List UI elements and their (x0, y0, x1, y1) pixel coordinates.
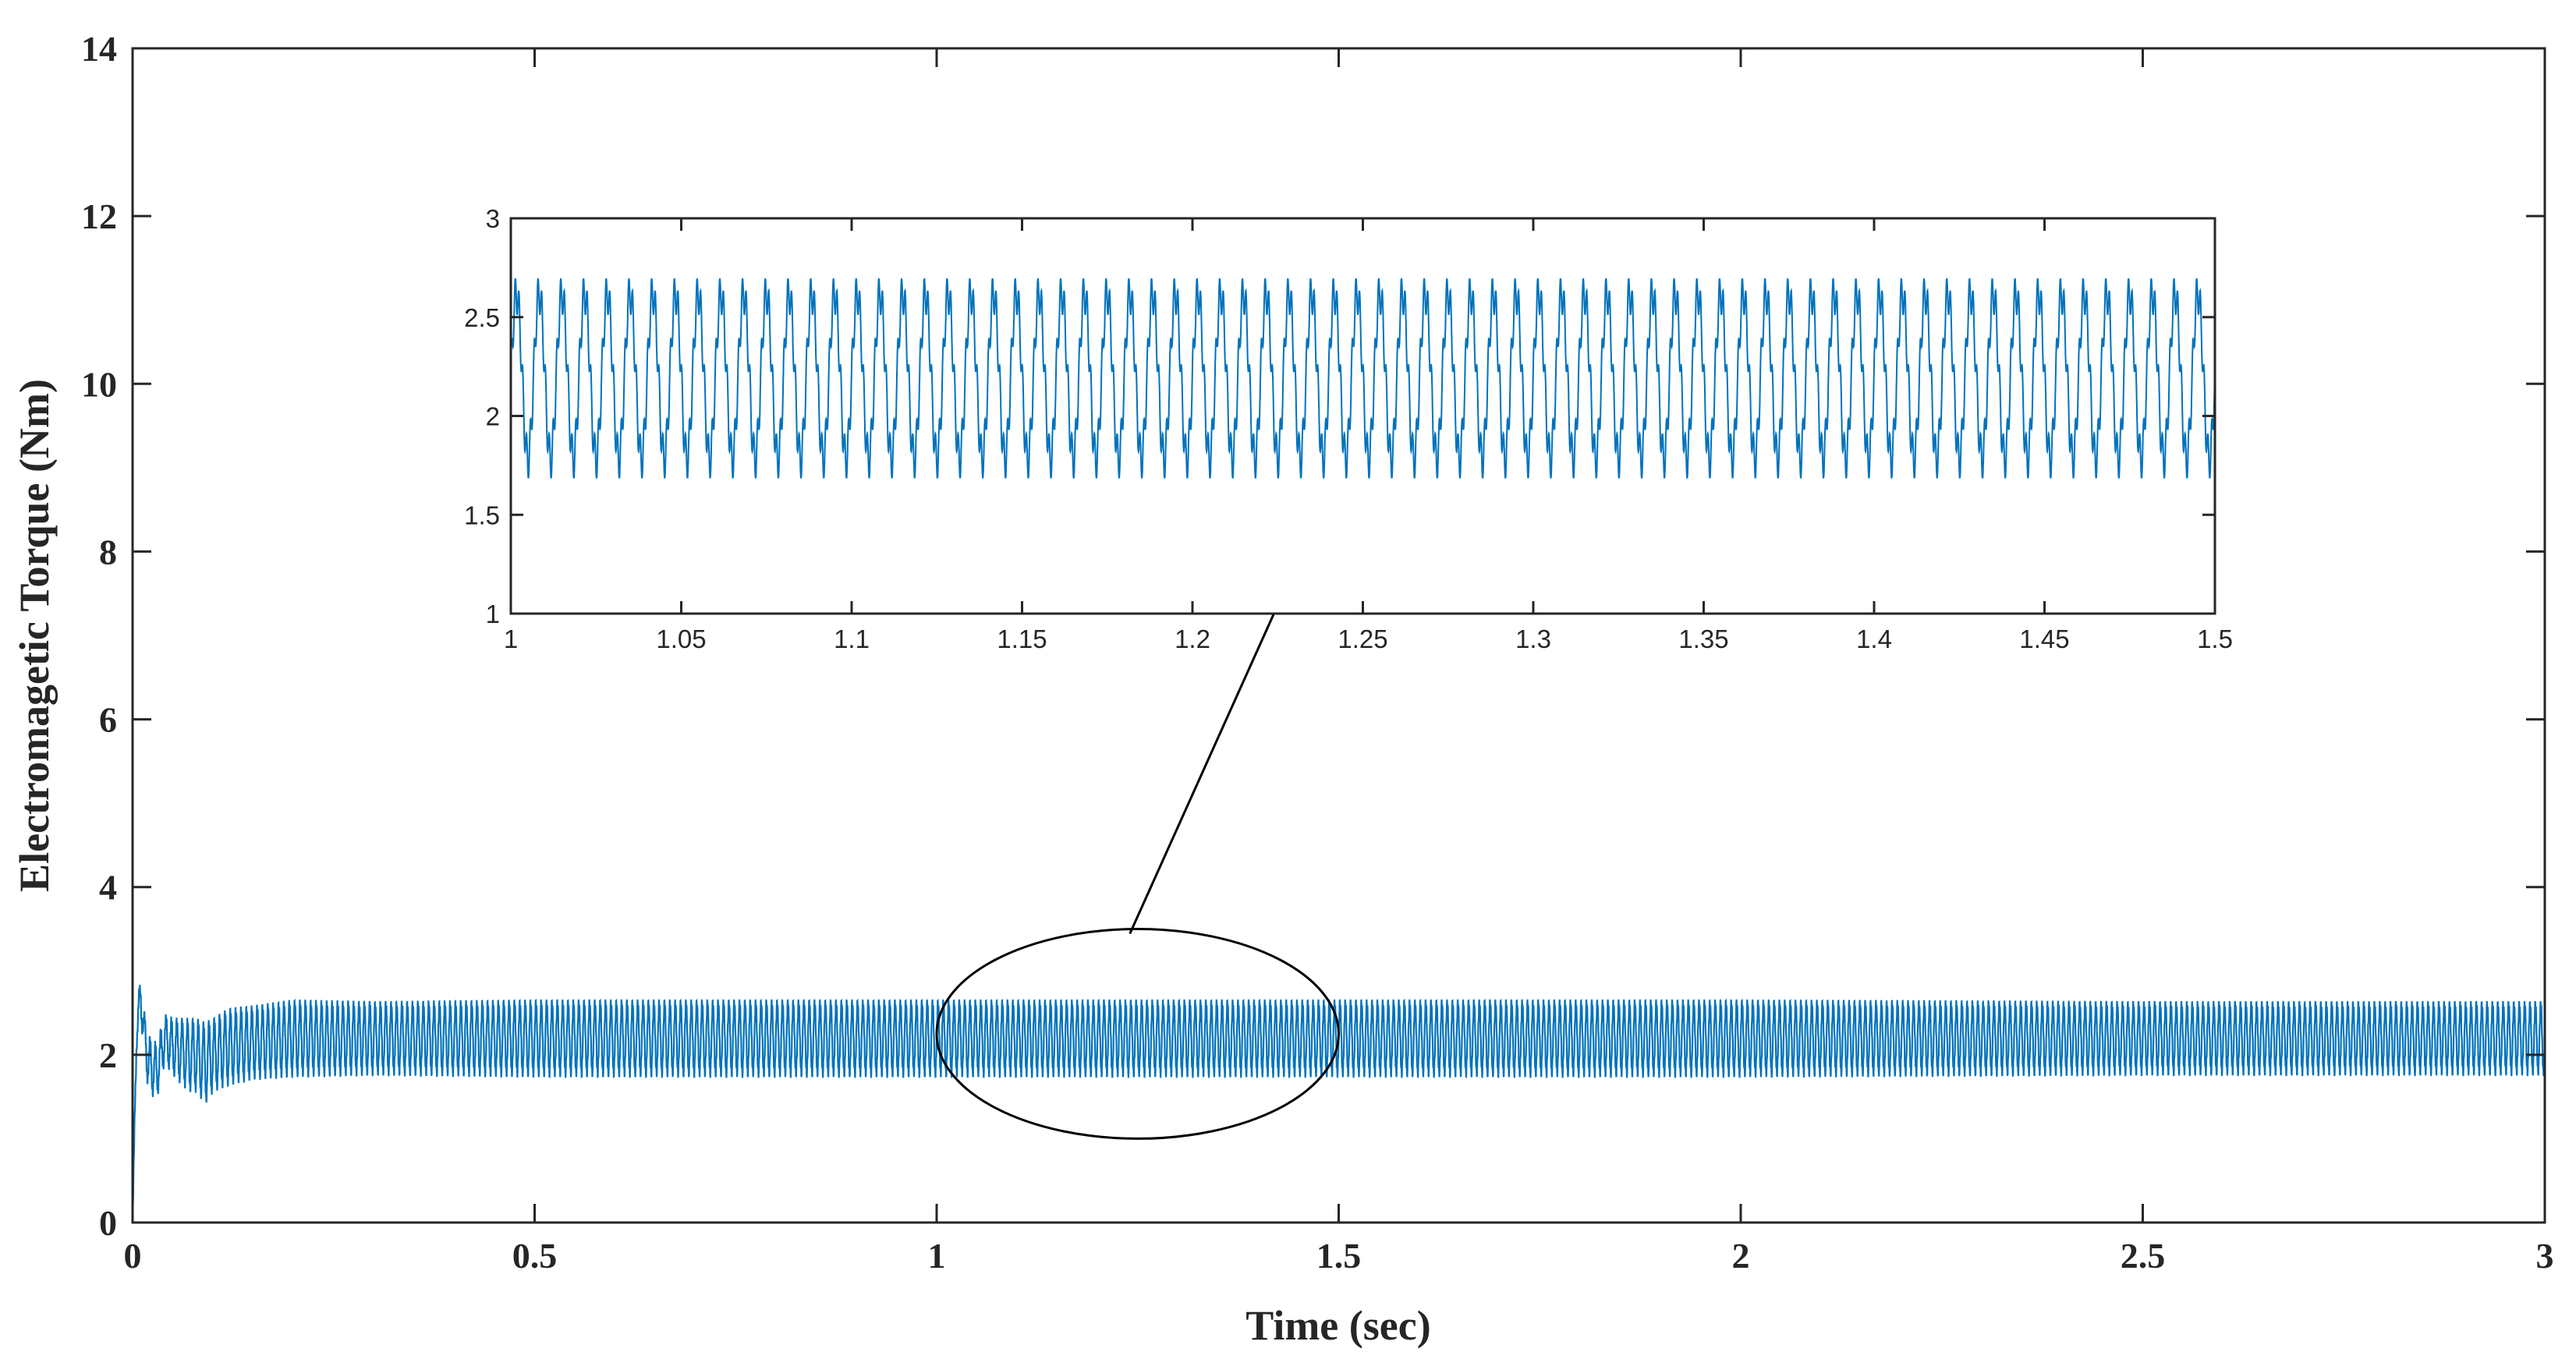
inset-y-axis: 1 1.5 2 2.5 3 (464, 204, 2215, 628)
main-x-tick-label: 0 (124, 1236, 142, 1276)
inset-series-line (510, 278, 2216, 479)
main-y-tick-label: 0 (99, 1203, 117, 1243)
main-y-tick-label: 12 (81, 196, 117, 236)
inset-x-tick-label: 1 (504, 625, 518, 653)
main-y-tick-label: 10 (81, 364, 117, 404)
main-x-tick-label: 1.5 (1316, 1236, 1362, 1276)
x-axis-label: Time (sec) (1245, 1302, 1430, 1349)
main-x-tick-label: 0.5 (512, 1236, 558, 1276)
y-axis-label: Electromagetic Torque (Nm) (11, 379, 58, 892)
inset-x-tick-label: 1.35 (1678, 625, 1728, 653)
inset-y-tick-label: 2 (486, 402, 500, 431)
inset-torque-series (510, 278, 2216, 479)
inset-y-tick-label: 1.5 (464, 501, 500, 529)
main-x-axis: 0 0.5 1 1.5 2 2.5 3 (124, 48, 2554, 1276)
inset-x-tick-label: 1.05 (656, 625, 706, 653)
main-x-tick-label: 2.5 (2121, 1236, 2166, 1276)
inset-background (511, 218, 2215, 614)
inset-x-axis: 1 1.05 1.1 1.15 1.2 1.25 1.3 1.35 1.4 1.45 1.5 (504, 218, 2233, 653)
main-x-tick-label: 1 (928, 1236, 946, 1276)
main-x-tick-label: 2 (1732, 1236, 1750, 1276)
inset-x-tick-label: 1.25 (1338, 625, 1387, 653)
inset-x-tick-label: 1.3 (1515, 625, 1551, 653)
inset-x-tick-label: 1.4 (1856, 625, 1892, 653)
main-y-tick-label: 2 (99, 1035, 117, 1075)
main-y-tick-label: 8 (99, 532, 117, 572)
inset-x-tick-label: 1.15 (997, 625, 1047, 653)
inset-y-tick-label: 1 (486, 600, 500, 628)
main-y-tick-label: 4 (99, 868, 117, 908)
main-y-tick-label: 14 (81, 29, 117, 69)
main-x-tick-label: 3 (2536, 1236, 2554, 1276)
inset-y-tick-label: 3 (486, 204, 500, 233)
inset-x-tick-label: 1.2 (1175, 625, 1210, 653)
inset-y-tick-label: 2.5 (464, 303, 500, 332)
inset-x-tick-label: 1.5 (2197, 625, 2233, 653)
inset-x-tick-label: 1.45 (2019, 625, 2069, 653)
zoom-region-ellipse (935, 928, 1340, 1140)
main-y-tick-label: 6 (99, 700, 117, 740)
inset-x-tick-label: 1.1 (834, 625, 870, 653)
inset-chart: 1 1.05 1.1 1.15 1.2 1.25 1.3 1.35 1.4 1.45 1.5 1 1.… (464, 204, 2233, 653)
